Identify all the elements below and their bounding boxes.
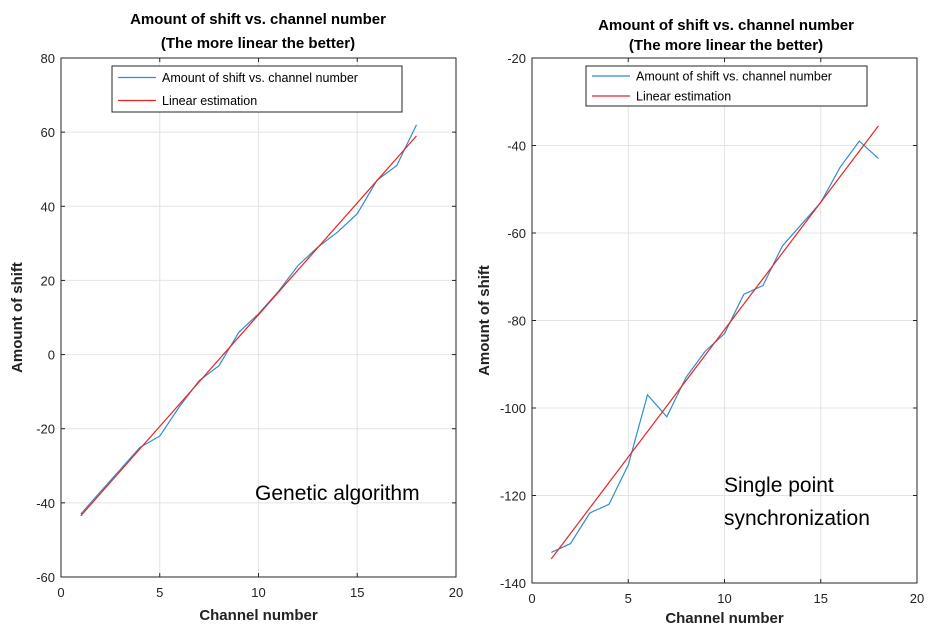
- series-measured-line: [80, 124, 418, 515]
- legend-box: [585, 65, 868, 107]
- x-tick-label: 10: [251, 585, 265, 600]
- y-tick-label: -60: [36, 570, 55, 585]
- y-tick-label: 60: [41, 125, 55, 140]
- y-tick-label: 20: [41, 273, 55, 288]
- x-tick-label: 0: [57, 585, 64, 600]
- legend: Amount of shift vs. channel number Linear…: [585, 65, 868, 107]
- y-tick-label: -120: [500, 489, 526, 504]
- y-tick-label: -20: [36, 422, 55, 437]
- legend-entry-label: Amount of shift vs. channel number: [636, 70, 832, 84]
- method-annotation: Single point: [724, 474, 834, 497]
- method-annotation: synchronization: [724, 507, 870, 530]
- chart-genetic-algorithm: 0 5 10 15 20 -60 -40 -20 0 20 40 60 80 Amount of shif…: [9, 11, 463, 624]
- chart-title: Amount of shift vs. channel number: [130, 11, 386, 28]
- y-tick-label: -80: [507, 314, 526, 329]
- chart-subtitle: (The more linear the better): [629, 37, 823, 54]
- x-tick-label: 5: [625, 591, 632, 606]
- legend-entry-label: Amount of shift vs. channel number: [162, 71, 358, 85]
- y-tick-label: -40: [507, 139, 526, 154]
- y-tick-label: -40: [36, 496, 55, 511]
- y-tick-label: -20: [507, 51, 526, 66]
- y-axis-label: Amount of shift: [9, 262, 26, 373]
- series-linear-estimation-line: [550, 125, 879, 560]
- chart-subtitle: (The more linear the better): [161, 35, 355, 52]
- x-axis-label: Channel number: [665, 610, 784, 627]
- method-annotation: Genetic algorithm: [255, 482, 420, 505]
- x-tick-label: 5: [156, 585, 163, 600]
- chart-title: Amount of shift vs. channel number: [598, 17, 854, 34]
- x-axis-label: Channel number: [199, 607, 318, 624]
- legend-box: [111, 65, 403, 113]
- y-axis-label: Amount of shift: [476, 265, 493, 376]
- legend-entry-label: Linear estimation: [636, 90, 731, 104]
- series-linear-estimation-line: [80, 135, 417, 517]
- chart-single-point-synchronization: 0 5 10 15 20 -140 -120 -100 -80 -60 -40 -20 Amount o…: [476, 17, 924, 627]
- legend-entry-label: Linear estimation: [162, 94, 257, 108]
- x-tick-label: 10: [717, 591, 731, 606]
- y-tick-label: -100: [500, 401, 526, 416]
- x-tick-label: 20: [449, 585, 463, 600]
- legend: Amount of shift vs. channel number Linear…: [111, 65, 403, 113]
- y-tick-label: 80: [41, 51, 55, 66]
- y-tick-label: 0: [48, 348, 55, 363]
- x-tick-label: 20: [910, 591, 924, 606]
- y-tick-label: -140: [500, 576, 526, 591]
- y-tick-label: 40: [41, 199, 55, 214]
- x-tick-label: 15: [814, 591, 828, 606]
- x-tick-label: 0: [528, 591, 535, 606]
- x-tick-label: 15: [350, 585, 364, 600]
- y-tick-label: -60: [507, 226, 526, 241]
